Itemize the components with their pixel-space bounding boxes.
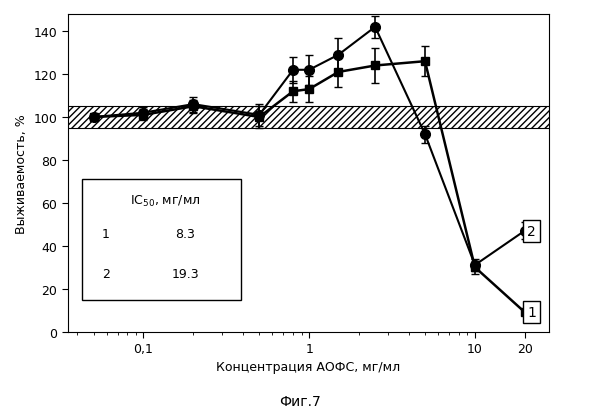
Text: 19.3: 19.3 bbox=[172, 267, 199, 280]
Text: IC$_{50}$, мг/мл: IC$_{50}$, мг/мл bbox=[130, 194, 200, 209]
Text: 2: 2 bbox=[102, 267, 110, 280]
Y-axis label: Выживаемость, %: Выживаемость, % bbox=[15, 114, 28, 233]
Bar bbox=[68, 107, 549, 128]
Text: 2: 2 bbox=[527, 224, 536, 238]
Text: Фиг.7: Фиг.7 bbox=[279, 394, 321, 408]
Text: 1: 1 bbox=[527, 306, 536, 319]
X-axis label: Концентрация АОФС, мг/мл: Концентрация АОФС, мг/мл bbox=[217, 361, 400, 373]
Text: 1: 1 bbox=[102, 227, 110, 240]
FancyBboxPatch shape bbox=[82, 180, 241, 300]
Text: 8.3: 8.3 bbox=[176, 227, 196, 240]
